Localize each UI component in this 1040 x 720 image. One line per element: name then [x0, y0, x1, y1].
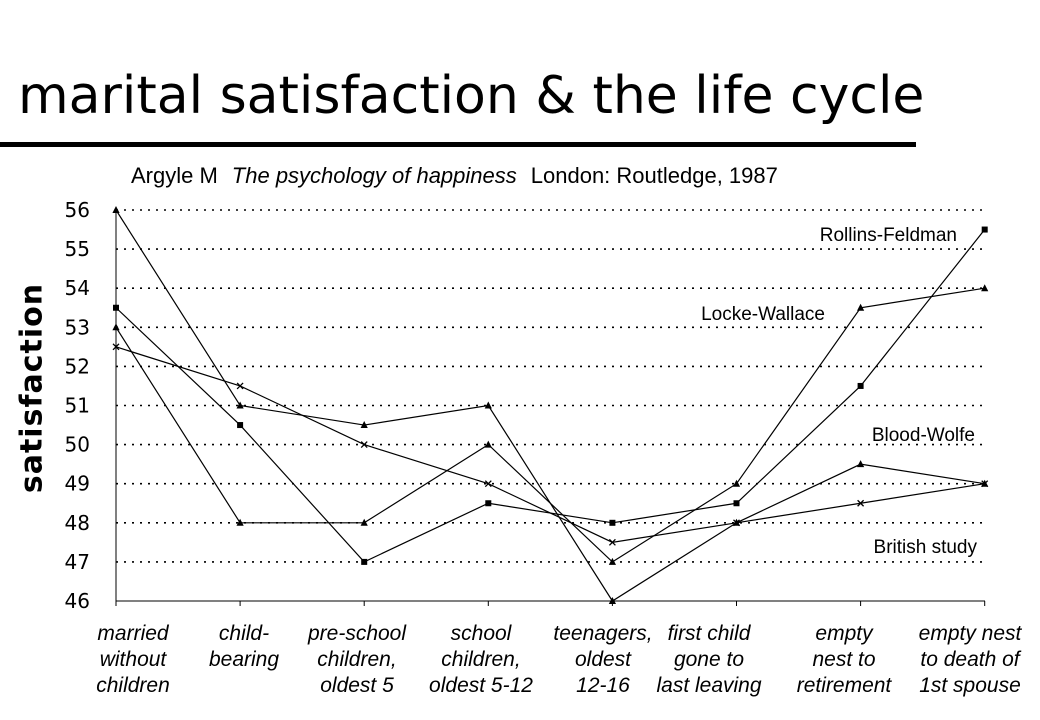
data-point	[484, 401, 492, 409]
title-underline	[0, 142, 916, 147]
series-labels: Rollins-Feldman Locke-Wallace Blood-Wolfe B…	[701, 225, 977, 558]
data-point	[981, 226, 988, 233]
data-point	[236, 382, 244, 390]
grid-lines	[116, 209, 985, 563]
y-tick-label: 49	[65, 472, 90, 496]
x-category-label: first child gone to last leaving	[656, 622, 761, 697]
data-point	[484, 480, 492, 488]
x-category-label: teenagers, oldest 12-16	[553, 622, 652, 697]
y-tick-label: 48	[65, 511, 90, 535]
series-label: Locke-Wallace	[701, 304, 825, 325]
data-point	[236, 401, 244, 409]
x-category-label: child-bearing	[209, 622, 279, 671]
y-tick-label: 53	[65, 315, 90, 339]
series-line-rollins-feldman	[115, 229, 986, 563]
data-point	[112, 206, 120, 213]
x-category-label: empty nest to retirement	[797, 622, 893, 697]
data-point	[485, 500, 492, 507]
y-tick-labels: 46 47 48 49 50 51 52 53 54 55 56	[65, 198, 90, 613]
data-point	[484, 440, 492, 448]
data-point	[608, 597, 616, 604]
data-point	[857, 499, 865, 507]
series-line-locke-wallace	[115, 287, 985, 563]
data-point	[857, 303, 865, 311]
data-point	[609, 519, 616, 526]
data-point	[361, 558, 368, 565]
data-point	[236, 518, 244, 526]
data-point	[981, 284, 989, 292]
data-point	[732, 479, 741, 487]
y-tick-label: 56	[65, 198, 90, 222]
data-point	[608, 538, 616, 546]
citation-author: Argyle M	[131, 163, 218, 188]
y-tick-label: 47	[65, 550, 90, 574]
x-category-label: pre-school children, oldest 5	[307, 622, 407, 697]
data-point	[112, 343, 120, 351]
slide-title: marital satisfaction & the life cycle	[18, 66, 925, 126]
series-lines	[112, 206, 989, 604]
x-category-label: school children, oldest 5-12	[429, 622, 533, 697]
data-point	[733, 500, 740, 507]
data-point	[981, 480, 989, 488]
y-tick-label: 46	[65, 589, 90, 613]
data-point	[857, 460, 865, 468]
data-point	[733, 519, 740, 527]
data-point	[113, 304, 119, 311]
data-point	[857, 382, 864, 389]
y-tick-label: 50	[65, 433, 90, 457]
citation-subtitle: Argyle M The psychology of happiness Londo…	[131, 163, 778, 189]
y-tick-label: 54	[65, 276, 90, 300]
series-label: Rollins-Feldman	[820, 225, 957, 246]
y-tick-label: 55	[65, 237, 90, 261]
citation-publisher: London: Routledge, 1987	[530, 163, 778, 188]
y-tick-label: 51	[65, 394, 90, 418]
data-point	[112, 323, 120, 331]
series-label: British study	[874, 537, 978, 558]
data-point	[360, 441, 368, 449]
data-point	[360, 518, 368, 526]
data-point	[237, 422, 244, 429]
y-tick-label: 52	[65, 354, 90, 378]
citation-book-title: The psychology of happiness	[231, 163, 517, 188]
series-line-blood-wolfe	[115, 209, 985, 602]
data-point	[608, 557, 616, 565]
x-category-labels: married without children child-bearing pre-s…	[96, 622, 1022, 697]
series-line-british-study	[115, 346, 985, 543]
series-label: Blood-Wolfe	[872, 425, 975, 446]
data-point	[360, 421, 368, 429]
axes	[115, 210, 986, 606]
x-category-label: married without children	[96, 622, 170, 697]
x-category-label: empty nest to death of 1st spouse	[919, 622, 1023, 697]
